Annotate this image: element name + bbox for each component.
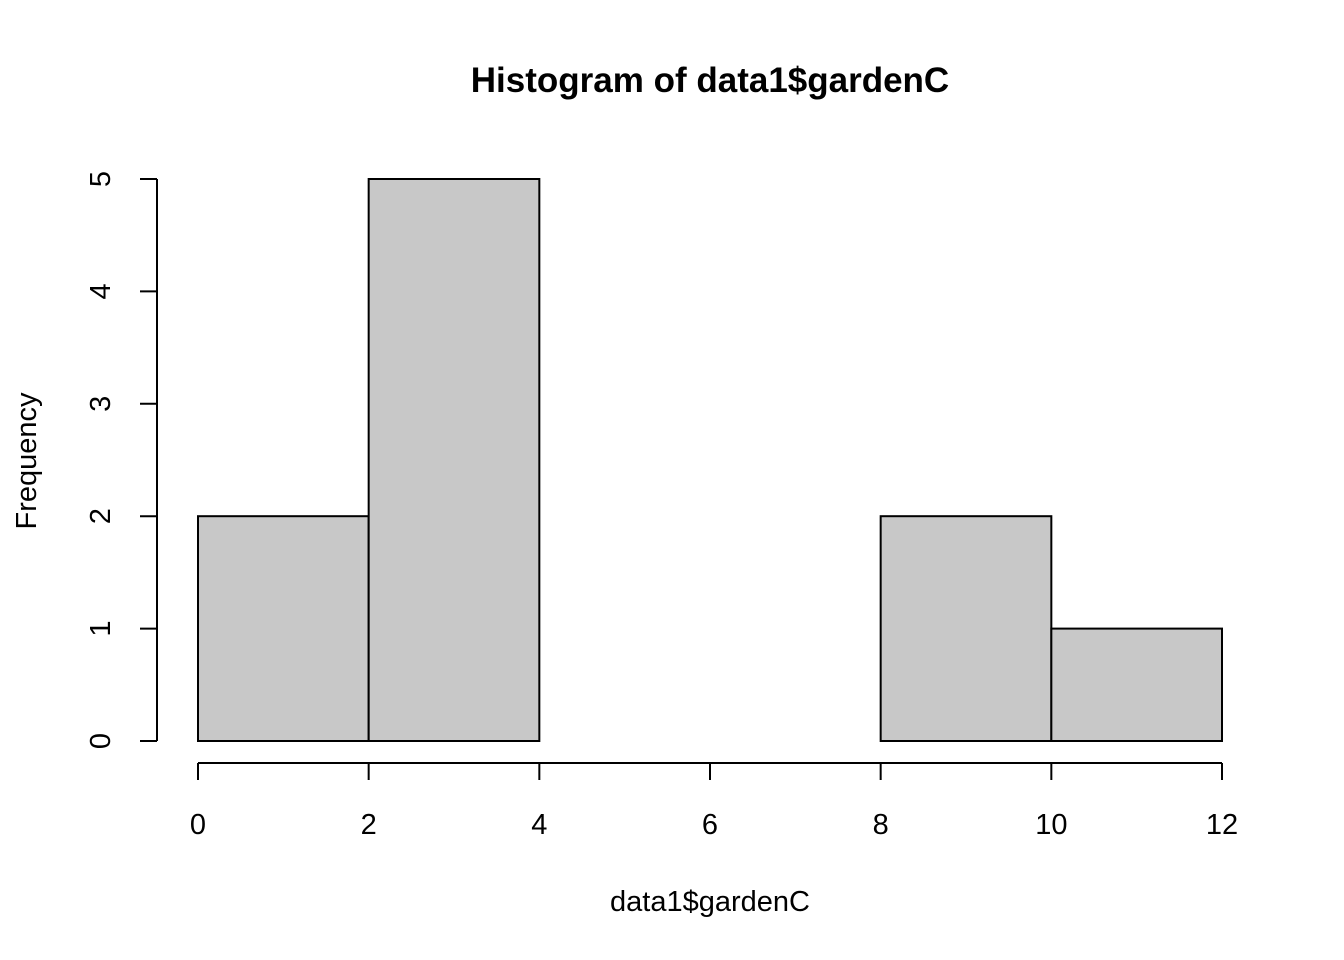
y-tick-label-3: 3 bbox=[85, 396, 117, 412]
y-tick-label-2: 2 bbox=[85, 508, 117, 524]
y-axis-label: Frequency bbox=[11, 392, 43, 530]
x-tick-label-4: 4 bbox=[531, 809, 547, 841]
y-axis: 0 1 2 3 4 5 bbox=[85, 171, 158, 749]
x-axis-label: data1$gardenC bbox=[610, 886, 810, 918]
x-tick-label-0: 0 bbox=[190, 809, 206, 841]
chart-title: Histogram of data1$gardenC bbox=[471, 61, 949, 100]
x-axis: 0 2 4 6 8 10 12 bbox=[190, 762, 1238, 841]
x-tick-label-10: 10 bbox=[1035, 809, 1067, 841]
x-tick-label-8: 8 bbox=[873, 809, 889, 841]
y-tick-label-4: 4 bbox=[85, 283, 117, 299]
histogram-bar-1 bbox=[367, 178, 541, 742]
y-tick-label-1: 1 bbox=[85, 621, 117, 637]
histogram-bar-4 bbox=[879, 515, 1053, 743]
y-tick-label-0: 0 bbox=[85, 733, 117, 749]
x-tick-label-2: 2 bbox=[361, 809, 377, 841]
x-tick-label-6: 6 bbox=[702, 809, 718, 841]
x-tick-label-12: 12 bbox=[1206, 809, 1238, 841]
histogram-bar-5 bbox=[1050, 627, 1224, 742]
bars-layer bbox=[197, 178, 1224, 743]
y-tick-label-5: 5 bbox=[85, 171, 117, 187]
histogram-bar-0 bbox=[197, 515, 370, 743]
